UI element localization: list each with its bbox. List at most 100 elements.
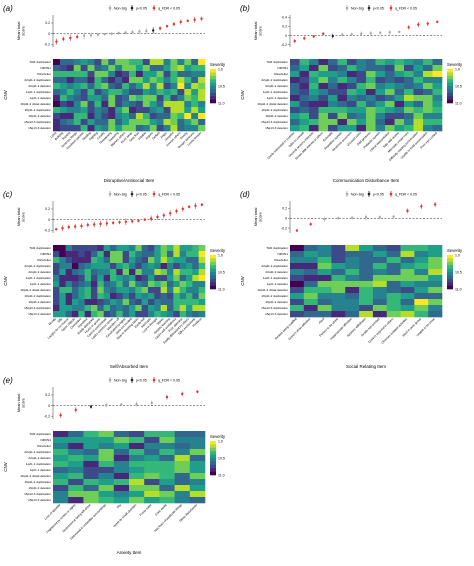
heatmap-cell (394, 83, 405, 90)
heatmap-cell (68, 431, 84, 438)
heatmap-cell (87, 89, 95, 96)
heatmap-cell (299, 65, 310, 72)
heatmap-cell (413, 89, 424, 96)
heatmap-cell (177, 77, 185, 84)
legend-dot-p005 (130, 378, 134, 382)
category-label: Echolalia (322, 131, 334, 143)
heatmap-cell (428, 275, 443, 282)
colorbar-segment (447, 75, 453, 80)
heatmap-cell (156, 107, 164, 114)
heatmap-cell (356, 59, 367, 66)
heatmap-cell (423, 89, 433, 96)
heatmap-cell (163, 77, 171, 84)
heatmap-cell (173, 305, 180, 312)
cnv-row-label: 22q11.2 deletion (265, 270, 288, 274)
cnv-row-label: 1q21.1 deletion (267, 282, 288, 286)
heatmap-cell (414, 293, 429, 300)
colorbar-segment (210, 451, 216, 455)
mean-point (175, 209, 178, 213)
heatmap-cell (400, 263, 415, 270)
heatmap-cell (290, 77, 300, 84)
heatmap-cell (394, 107, 405, 114)
heatmap-cell (110, 275, 117, 282)
mean-point (103, 33, 107, 36)
heatmap-cell (186, 245, 193, 252)
heatmap-cell (303, 305, 318, 312)
heatmap-cell (309, 83, 319, 90)
heatmap-cell (174, 455, 191, 462)
heatmap-cell (167, 245, 174, 252)
mean-point (92, 223, 96, 226)
heatmap-cell (432, 125, 443, 132)
heatmap-cell (84, 311, 92, 318)
heatmap-cell (432, 95, 443, 102)
heatmap-cell (394, 65, 405, 72)
heatmap-cell (414, 311, 429, 318)
heatmap-cell (375, 77, 386, 84)
heatmap-cell (156, 95, 164, 102)
heatmap-cell (163, 83, 171, 90)
mean-point (186, 19, 189, 23)
heatmap-cell (142, 83, 151, 90)
heatmap-cell (331, 293, 346, 300)
cnv-row-label: TAR duplication (266, 60, 288, 64)
mean-point (388, 31, 391, 34)
heatmap-cell (359, 305, 374, 312)
mean-point (417, 23, 420, 26)
colorbar-segment (210, 99, 216, 104)
heatmap-cell (317, 293, 332, 300)
cnv-row-label: 15q13.3 duplication (24, 306, 51, 310)
cnv-row-label: 22q11.2 duplication (261, 264, 288, 268)
legend-label-fdr: q_FDR < 0.05 (158, 7, 180, 11)
heatmap-cell (66, 59, 75, 66)
heatmap-cell (198, 59, 206, 66)
cnv-row-label: NRXN1 (41, 66, 52, 70)
heatmap-cell (414, 275, 429, 282)
heatmap-cell (394, 119, 405, 126)
cnv-row-label: 22q11.2 deletion (28, 456, 51, 460)
heatmap-cell (160, 269, 168, 276)
heatmap-cell (115, 77, 123, 84)
heatmap-cell (84, 257, 92, 264)
heatmap-cell (184, 95, 192, 102)
cnv-row-label: Klinefelter (37, 444, 51, 448)
colorbar-tick-label: 11.0 (218, 101, 225, 105)
ylabel-line: score (258, 25, 263, 36)
heatmap-cell (103, 305, 111, 312)
heatmap-cell (59, 71, 68, 78)
colorbar-segment (447, 82, 453, 87)
heatmap-cell (404, 59, 414, 66)
heatmap-cell (290, 257, 305, 264)
heatmap-cell (184, 125, 192, 132)
heatmap-cell (83, 455, 99, 462)
x-axis-title: Self/Absorbed Item (110, 364, 149, 369)
heatmap-cell (366, 89, 376, 96)
colorbar-segment (447, 268, 453, 273)
heatmap-cell (167, 293, 174, 300)
heatmap-cell (87, 59, 95, 66)
heatmap-cell (101, 95, 109, 102)
heatmap-cell (149, 113, 157, 120)
mean-point (131, 30, 134, 34)
heatmap-cell (94, 65, 102, 72)
colorbar-segment (210, 89, 216, 94)
heatmap-cell (177, 125, 185, 132)
mean-point (350, 33, 353, 36)
heatmap-cell (303, 293, 318, 300)
cnv-row-label: 16p11.2 distal deletion (257, 288, 288, 292)
heatmap-cell (404, 125, 414, 132)
colorbar-segment (210, 278, 216, 283)
heatmap-cell (84, 287, 92, 294)
colorbar-segment (447, 282, 453, 286)
heatmap-cell (144, 485, 160, 492)
heatmap-cell (173, 287, 180, 294)
cnv-row-label: NRXN1 (278, 252, 289, 256)
heatmap-cell (173, 251, 180, 258)
colorbar-tick-label: 10.5 (218, 270, 225, 274)
heatmap-cell (290, 305, 305, 312)
heatmap-cell (115, 125, 123, 132)
heatmap-cell (98, 467, 115, 474)
heatmap-cell (318, 107, 329, 114)
mean-point (143, 218, 147, 221)
category-label: Restless (192, 317, 203, 328)
